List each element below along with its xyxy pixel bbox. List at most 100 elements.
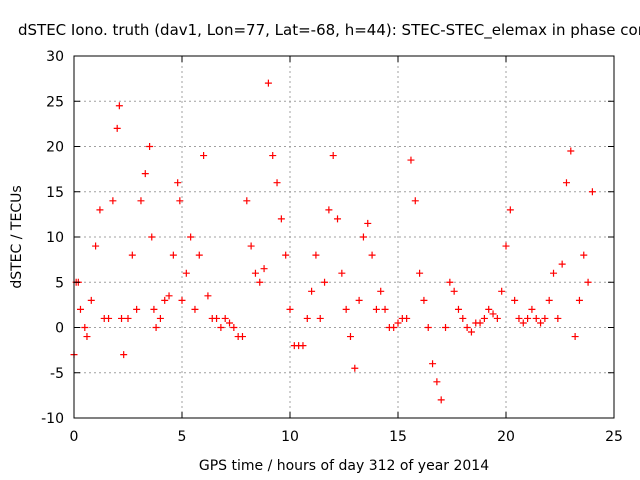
data-point: [507, 206, 514, 213]
data-point: [503, 243, 510, 250]
y-tick-label: -5: [50, 366, 64, 382]
data-point: [287, 306, 294, 313]
data-point: [572, 333, 579, 340]
data-point: [243, 197, 250, 204]
data-point: [129, 252, 136, 259]
data-point: [176, 197, 183, 204]
data-point: [137, 197, 144, 204]
data-point: [429, 360, 436, 367]
data-point: [116, 102, 123, 109]
x-tick-label: 25: [605, 429, 623, 445]
data-point: [256, 279, 263, 286]
data-point: [148, 234, 155, 241]
data-point: [109, 197, 116, 204]
data-point: [200, 152, 207, 159]
y-tick-label: -10: [41, 411, 64, 427]
y-axis-label: dSTEC / TECUs: [9, 185, 25, 288]
data-point: [222, 315, 229, 322]
data-point: [338, 270, 345, 277]
data-point: [524, 315, 531, 322]
data-point: [559, 261, 566, 268]
data-point: [589, 188, 596, 195]
data-point: [563, 179, 570, 186]
data-point: [580, 252, 587, 259]
chart-title: dSTEC Iono. truth (dav1, Lon=77, Lat=-68…: [18, 21, 640, 40]
data-point: [433, 378, 440, 385]
data-point: [252, 270, 259, 277]
data-point: [446, 279, 453, 286]
x-tick-label: 10: [281, 429, 299, 445]
data-point: [96, 206, 103, 213]
data-point: [416, 270, 423, 277]
data-point: [356, 297, 363, 304]
data-point: [576, 297, 583, 304]
data-point: [412, 197, 419, 204]
data-point: [442, 324, 449, 331]
data-point: [567, 148, 574, 155]
data-point: [282, 252, 289, 259]
data-point: [150, 306, 157, 313]
data-point: [83, 333, 90, 340]
data-point: [455, 306, 462, 313]
data-point: [395, 319, 402, 326]
data-point: [133, 306, 140, 313]
data-point: [438, 396, 445, 403]
data-point: [533, 315, 540, 322]
data-point: [269, 152, 276, 159]
data-point: [420, 297, 427, 304]
data-point: [105, 315, 112, 322]
data-point: [170, 252, 177, 259]
data-point: [490, 310, 497, 317]
y-tick-label: 10: [46, 230, 64, 246]
data-point: [166, 292, 173, 299]
data-point: [153, 324, 160, 331]
data-point: [537, 319, 544, 326]
data-point: [382, 306, 389, 313]
data-point: [373, 306, 380, 313]
data-point: [312, 252, 319, 259]
y-tick-label: 5: [55, 275, 64, 291]
data-point: [343, 306, 350, 313]
data-point: [541, 315, 548, 322]
data-point: [187, 234, 194, 241]
x-tick-label: 5: [178, 429, 187, 445]
data-point: [274, 179, 281, 186]
y-tick-label: 0: [55, 321, 64, 337]
data-point: [407, 157, 414, 164]
data-point: [88, 297, 95, 304]
data-point: [248, 243, 255, 250]
data-point: [528, 306, 535, 313]
data-point: [92, 243, 99, 250]
data-point: [217, 324, 224, 331]
x-tick-label: 15: [389, 429, 407, 445]
data-point: [390, 324, 397, 331]
y-tick-label: 25: [46, 94, 64, 110]
data-point: [520, 319, 527, 326]
data-point: [226, 319, 233, 326]
data-point: [179, 297, 186, 304]
data-point: [369, 252, 376, 259]
data-point: [403, 315, 410, 322]
data-point: [174, 179, 181, 186]
data-point: [481, 315, 488, 322]
data-point: [511, 297, 518, 304]
data-point: [425, 324, 432, 331]
data-point: [308, 288, 315, 295]
data-point: [114, 125, 121, 132]
data-point: [550, 270, 557, 277]
data-point: [347, 333, 354, 340]
data-point: [498, 288, 505, 295]
data-point: [585, 279, 592, 286]
y-tick-label: 15: [46, 185, 64, 201]
data-point: [330, 152, 337, 159]
data-point: [334, 215, 341, 222]
x-axis-label: GPS time / hours of day 312 of year 2014: [199, 458, 489, 474]
data-point: [125, 315, 132, 322]
data-point: [118, 315, 125, 322]
data-point: [196, 252, 203, 259]
x-tick-label: 20: [497, 429, 515, 445]
data-point: [351, 365, 358, 372]
x-tick-label: 0: [70, 429, 79, 445]
data-point: [146, 143, 153, 150]
